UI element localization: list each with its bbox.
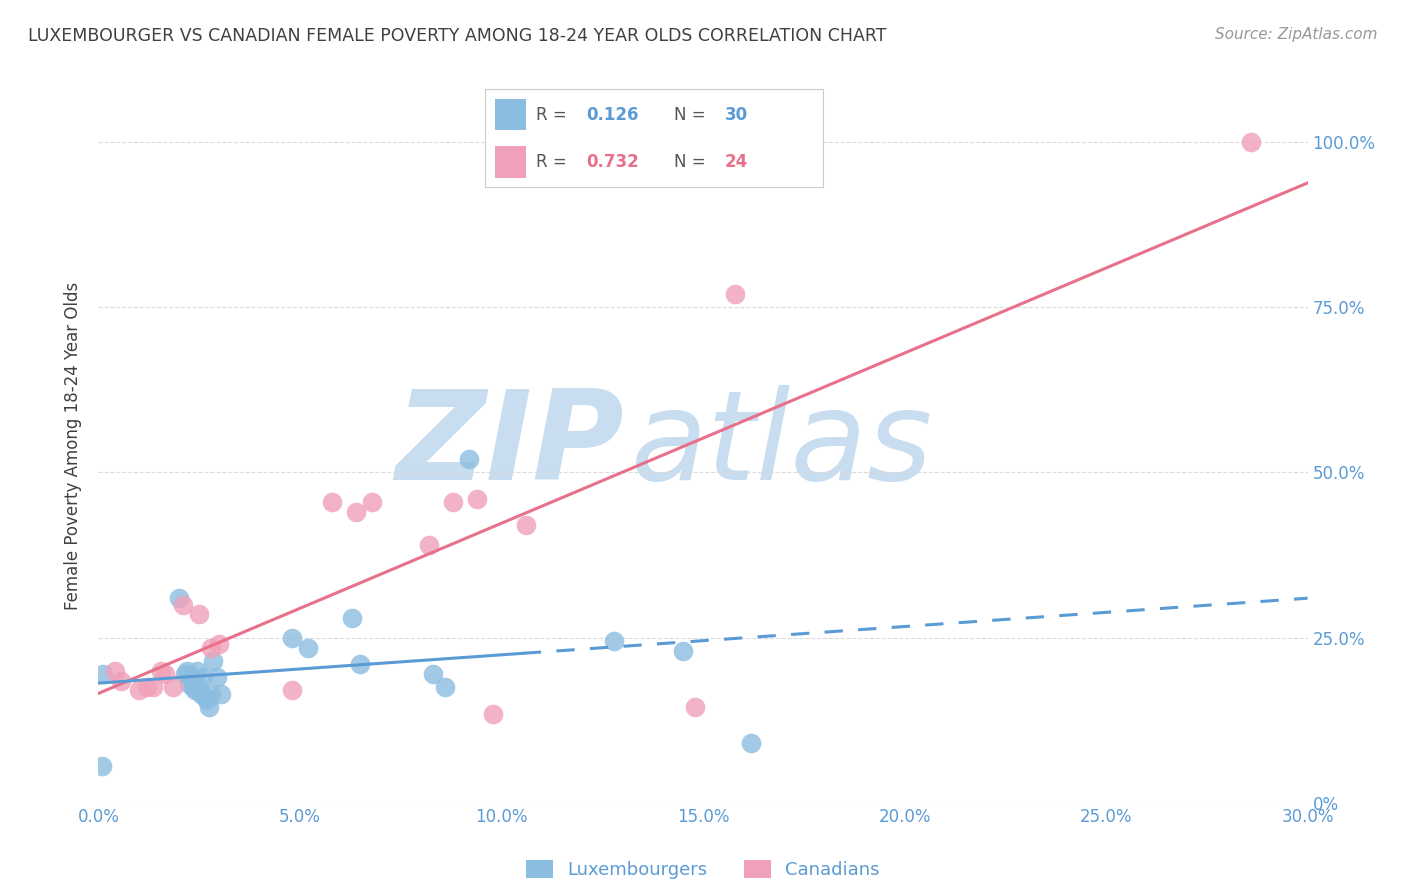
Text: R =: R =: [536, 153, 572, 170]
Point: [200, 640, 222, 655]
Point: [142, 680, 165, 694]
Point: [683, 700, 706, 714]
Point: [181, 680, 204, 694]
Point: [344, 505, 367, 519]
Point: [167, 591, 190, 605]
Text: R =: R =: [536, 106, 572, 124]
Point: [91, 667, 114, 681]
Point: [209, 687, 232, 701]
Point: [110, 673, 132, 688]
Point: [441, 495, 464, 509]
Point: [90, 759, 112, 773]
Point: [198, 700, 221, 714]
Point: [190, 687, 212, 701]
Legend: Luxembourgers, Canadians: Luxembourgers, Canadians: [519, 853, 887, 887]
Point: [103, 664, 125, 678]
FancyBboxPatch shape: [495, 99, 526, 130]
Point: [128, 683, 150, 698]
Point: [434, 680, 457, 694]
Point: [174, 667, 197, 681]
Point: [194, 690, 217, 704]
Point: [207, 670, 229, 684]
Point: [200, 687, 222, 701]
Text: Source: ZipAtlas.com: Source: ZipAtlas.com: [1215, 27, 1378, 42]
Point: [349, 657, 371, 671]
Point: [186, 664, 208, 678]
Point: [603, 634, 626, 648]
Text: 24: 24: [724, 153, 748, 170]
Point: [149, 664, 172, 678]
Point: [179, 677, 201, 691]
Point: [188, 680, 211, 694]
Text: atlas: atlas: [630, 385, 932, 507]
Point: [208, 637, 231, 651]
Point: [153, 667, 176, 681]
Point: [176, 664, 198, 678]
Point: [184, 683, 207, 698]
Point: [180, 670, 202, 684]
Text: LUXEMBOURGER VS CANADIAN FEMALE POVERTY AMONG 18-24 YEAR OLDS CORRELATION CHART: LUXEMBOURGER VS CANADIAN FEMALE POVERTY …: [28, 27, 887, 45]
Point: [135, 680, 157, 694]
Point: [740, 736, 762, 750]
Text: 30: 30: [724, 106, 748, 124]
FancyBboxPatch shape: [495, 146, 526, 178]
Point: [361, 495, 384, 509]
Point: [297, 640, 319, 655]
Point: [321, 495, 343, 509]
Point: [172, 598, 194, 612]
Point: [162, 680, 184, 694]
Point: [281, 683, 304, 698]
Text: 0.126: 0.126: [586, 106, 638, 124]
Point: [515, 518, 537, 533]
Point: [342, 611, 364, 625]
Point: [724, 287, 747, 301]
Point: [195, 693, 218, 707]
Point: [202, 654, 225, 668]
Text: 0.732: 0.732: [586, 153, 640, 170]
Point: [193, 670, 215, 684]
Point: [465, 491, 488, 506]
Point: [188, 607, 211, 622]
Point: [672, 644, 695, 658]
Text: ZIP: ZIP: [395, 385, 624, 507]
Point: [458, 452, 481, 467]
Text: N =: N =: [673, 106, 711, 124]
Point: [281, 631, 304, 645]
Point: [418, 538, 440, 552]
Point: [482, 706, 505, 721]
Point: [422, 667, 444, 681]
Point: [1240, 135, 1263, 149]
Text: N =: N =: [673, 153, 711, 170]
Y-axis label: Female Poverty Among 18-24 Year Olds: Female Poverty Among 18-24 Year Olds: [65, 282, 83, 610]
